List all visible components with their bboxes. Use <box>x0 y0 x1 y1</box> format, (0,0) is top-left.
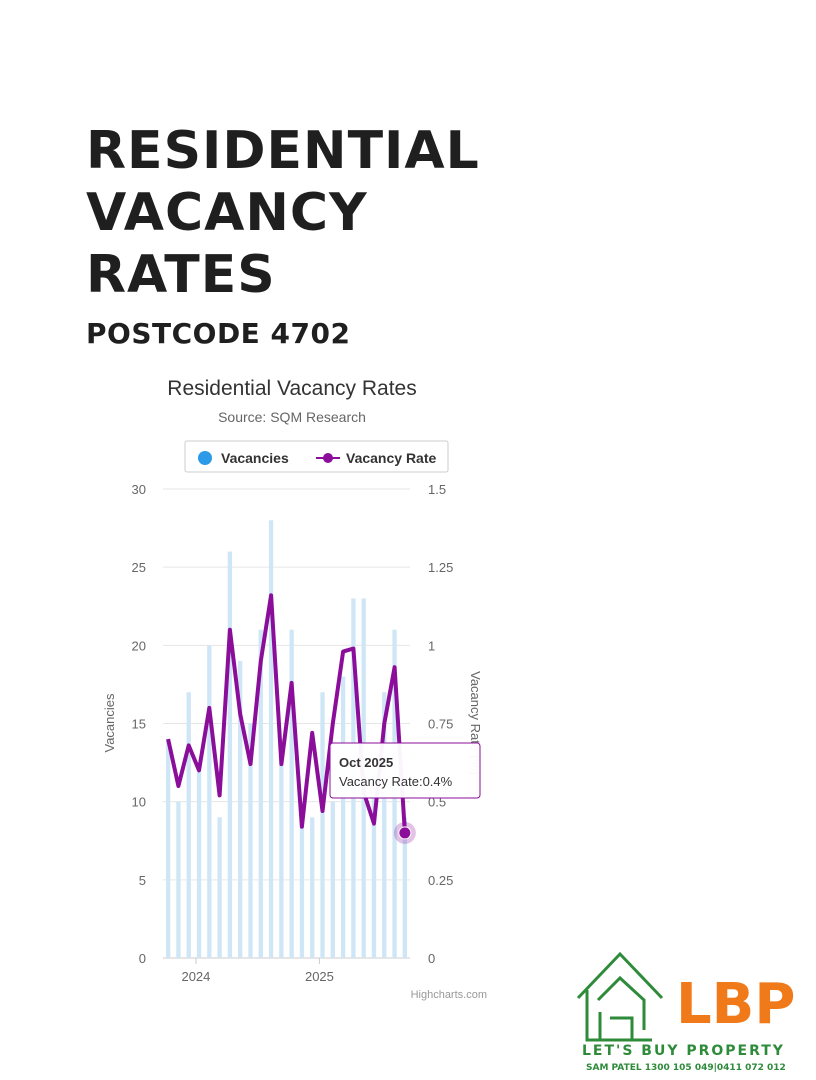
legend-rate-dot <box>323 453 333 463</box>
legend-rate-label: Vacancy Rate <box>346 450 436 466</box>
headline-line-3: RATES <box>86 245 276 305</box>
right-tick-label: 0 <box>428 951 435 966</box>
headline-line-1: RESIDENTIAL <box>86 121 480 181</box>
left-tick-label: 25 <box>132 560 146 575</box>
vacancies-bar <box>217 817 222 958</box>
left-tick-label: 0 <box>139 951 146 966</box>
logo-letters: LBP <box>676 972 795 1037</box>
right-tick-label: 0.75 <box>428 717 453 732</box>
right-tick-label: 1.5 <box>428 482 446 497</box>
tooltip-box <box>329 742 481 799</box>
legend-vacancies-dot <box>198 451 212 465</box>
x-tick-label: 2025 <box>305 969 334 984</box>
chart-subtitle: Source: SQM Research <box>218 409 366 425</box>
left-tick-label: 30 <box>132 482 146 497</box>
right-tick-label: 1.25 <box>428 560 453 575</box>
vacancies-bar <box>207 645 212 958</box>
house-icon <box>576 951 664 1042</box>
left-tick-label: 15 <box>132 717 146 732</box>
vacancy-chart: Residential Vacancy Rates Source: SQM Re… <box>102 377 487 1001</box>
vacancies-bar <box>310 817 315 958</box>
x-tick-label: 2024 <box>181 969 210 984</box>
left-tick-label: 20 <box>132 638 146 653</box>
vacancies-bar <box>330 801 335 958</box>
tooltip: Oct 2025 Vacancy Rate:0.4% <box>329 742 481 799</box>
vacancies-bar <box>289 629 294 958</box>
vacancies-bar <box>320 692 325 958</box>
lbp-logo: LBP LET'S BUY PROPERTY SAM PATEL 1300 10… <box>576 951 795 1073</box>
vacancies-bar <box>371 770 377 958</box>
legend-item-vacancies[interactable]: Vacancies <box>198 450 289 466</box>
vacancies-bar <box>196 770 202 958</box>
vacancies-bar <box>402 817 408 958</box>
vacancies-bar <box>268 520 274 958</box>
tooltip-text: Vacancy Rate:0.4% <box>339 774 453 789</box>
legend-vacancies-label: Vacancies <box>221 450 289 466</box>
logo-contact: SAM PATEL 1300 105 049|0411 072 012 <box>586 1063 786 1073</box>
vacancies-bar <box>248 723 253 958</box>
vacancies-bar <box>227 551 233 958</box>
vacancies-bar <box>186 692 191 958</box>
headline-line-2: VACANCY <box>86 183 368 243</box>
logo-company-name: LET'S BUY PROPERTY <box>582 1043 785 1059</box>
vacancies-bar <box>279 739 284 958</box>
vacancies-bar <box>382 692 387 958</box>
page-headline: RESIDENTIAL VACANCY RATES <box>86 120 480 306</box>
vacancies-bar <box>258 629 263 958</box>
legend-item-vacancy-rate[interactable]: Vacancy Rate <box>316 450 436 466</box>
left-axis-title: Vacancies <box>102 693 117 753</box>
vacancies-bar <box>299 801 305 958</box>
vacancies-bar <box>238 660 243 958</box>
vacancies-bar <box>176 801 181 958</box>
right-tick-label: 1 <box>428 638 435 653</box>
tooltip-title: Oct 2025 <box>339 755 393 770</box>
vacancies-bar <box>165 739 171 958</box>
legend-box <box>184 440 449 473</box>
left-tick-label: 5 <box>139 873 146 888</box>
chart-title: Residential Vacancy Rates <box>167 377 416 400</box>
chart-credits[interactable]: Highcharts.com <box>411 989 487 1001</box>
left-tick-label: 10 <box>132 795 146 810</box>
chart-legend: Vacancies Vacancy Rate <box>184 440 449 473</box>
postcode-subheadline: POSTCODE 4702 <box>86 317 351 350</box>
vacancies-bar <box>340 676 346 958</box>
highlight-point <box>398 826 412 840</box>
right-tick-label: 0.25 <box>428 873 453 888</box>
